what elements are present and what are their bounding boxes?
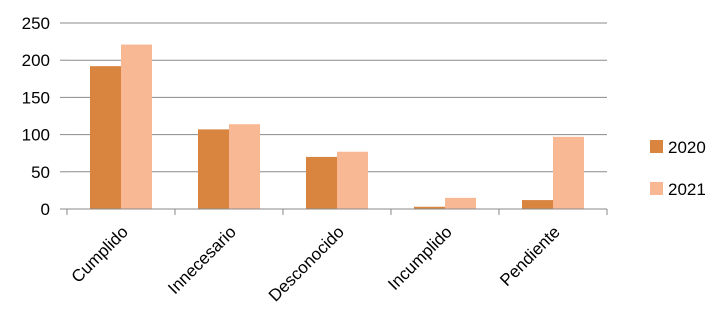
bar-2020-incumplido bbox=[414, 206, 445, 209]
bar-2020-innecesario bbox=[198, 129, 229, 209]
bars bbox=[90, 44, 584, 209]
bar-2020-cumplido bbox=[90, 66, 121, 209]
y-tick-label: 0 bbox=[41, 200, 50, 219]
x-tick-label: Cumplido bbox=[68, 222, 132, 286]
legend-swatch-2020 bbox=[650, 140, 663, 153]
bar-2020-desconocido bbox=[306, 156, 337, 209]
y-tick-label: 250 bbox=[22, 14, 50, 33]
x-tick-label: Incumplido bbox=[384, 222, 456, 294]
legend-swatch-2021 bbox=[650, 182, 663, 195]
x-tick-label: Desconocido bbox=[265, 222, 348, 305]
x-tick-label: Pendiente bbox=[496, 222, 564, 290]
y-axis-tick-labels: 0 50 100 150 200 250 bbox=[22, 14, 50, 219]
gridlines bbox=[60, 22, 607, 210]
y-tick-label: 150 bbox=[22, 88, 50, 107]
bar-2021-incumplido bbox=[445, 197, 476, 209]
x-axis-tick-marks bbox=[66, 209, 608, 215]
bar-2021-pendiente bbox=[553, 136, 584, 209]
x-axis-tick-labels: Cumplido Innecesario Desconocido Incumplido… bbox=[68, 222, 564, 305]
bar-2020-pendiente bbox=[522, 200, 553, 209]
y-tick-label: 100 bbox=[22, 126, 50, 145]
y-tick-label: 200 bbox=[22, 51, 50, 70]
x-tick-label: Innecesario bbox=[164, 222, 240, 298]
y-tick-label: 50 bbox=[31, 163, 50, 182]
legend-label-2021: 2021 bbox=[668, 180, 706, 199]
bar-2021-cumplido bbox=[121, 44, 152, 209]
legend: 2020 2021 bbox=[650, 138, 706, 199]
bar-2021-innecesario bbox=[229, 124, 260, 209]
legend-label-2020: 2020 bbox=[668, 138, 706, 157]
bar-2021-desconocido bbox=[337, 151, 368, 209]
